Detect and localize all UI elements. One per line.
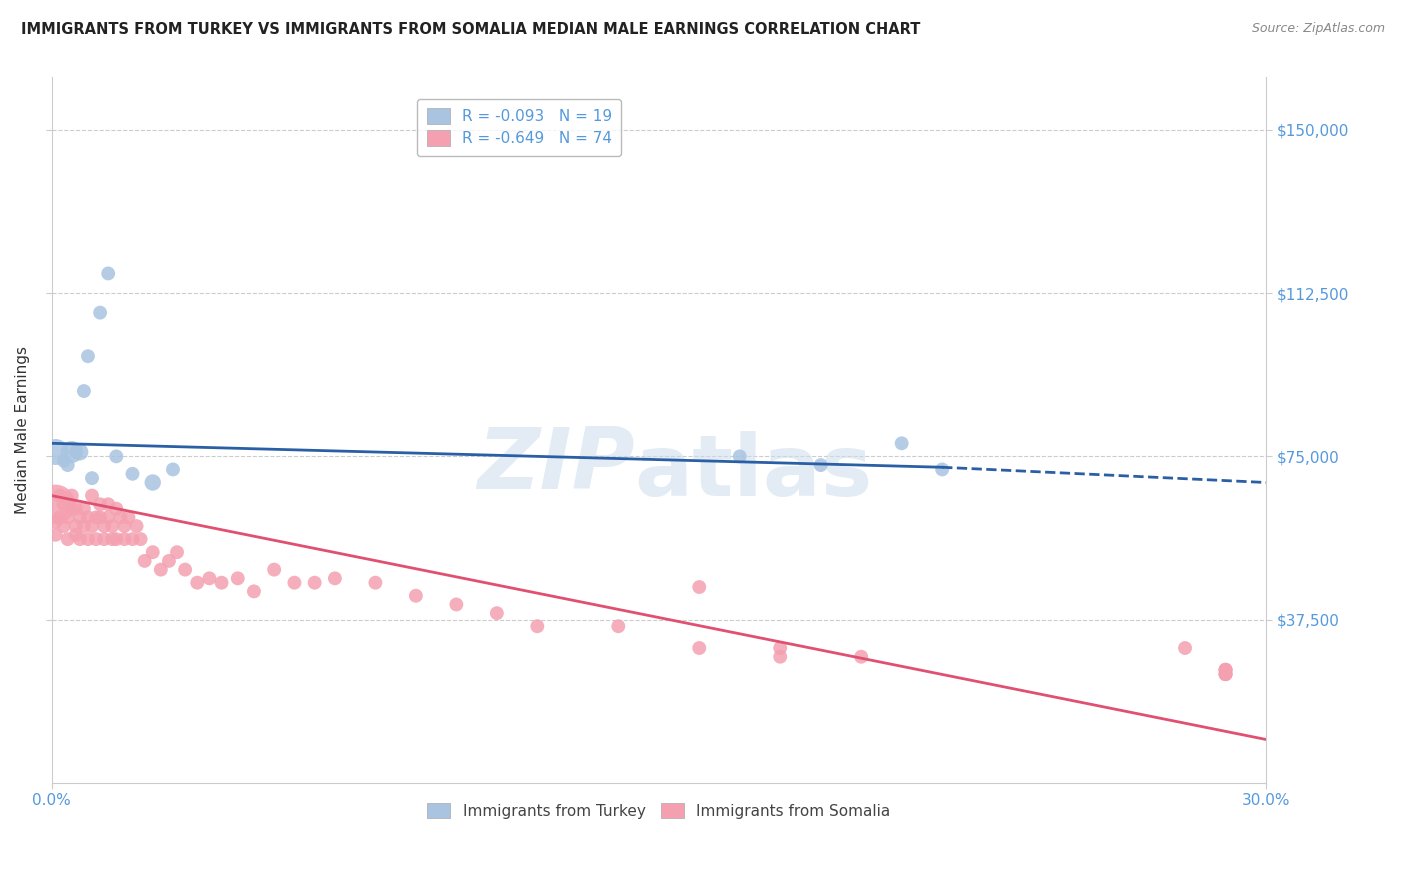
Point bbox=[97, 267, 120, 281]
Point bbox=[890, 436, 912, 450]
Point bbox=[851, 649, 873, 664]
Point bbox=[105, 532, 128, 546]
Point bbox=[607, 619, 630, 633]
Point bbox=[149, 563, 172, 577]
Point bbox=[105, 450, 128, 464]
Point bbox=[80, 489, 103, 503]
Point bbox=[89, 305, 111, 319]
Point bbox=[485, 606, 508, 620]
Point bbox=[56, 510, 79, 524]
Point bbox=[77, 532, 100, 546]
Text: Source: ZipAtlas.com: Source: ZipAtlas.com bbox=[1251, 22, 1385, 36]
Point bbox=[84, 532, 107, 546]
Point bbox=[105, 501, 128, 516]
Legend: Immigrants from Turkey, Immigrants from Somalia: Immigrants from Turkey, Immigrants from … bbox=[422, 797, 896, 825]
Point bbox=[121, 532, 143, 546]
Point bbox=[77, 349, 100, 363]
Point bbox=[45, 515, 67, 529]
Point bbox=[211, 575, 233, 590]
Point bbox=[117, 510, 139, 524]
Point bbox=[65, 445, 87, 459]
Point bbox=[80, 519, 103, 533]
Point bbox=[323, 571, 346, 585]
Point bbox=[93, 519, 115, 533]
Point bbox=[142, 475, 165, 490]
Point bbox=[769, 649, 792, 664]
Point bbox=[162, 462, 184, 476]
Point bbox=[48, 489, 70, 503]
Point bbox=[77, 510, 100, 524]
Point bbox=[1215, 667, 1237, 681]
Point bbox=[198, 571, 221, 585]
Point bbox=[52, 519, 75, 533]
Point bbox=[84, 510, 107, 524]
Point bbox=[931, 462, 953, 476]
Point bbox=[186, 575, 208, 590]
Point bbox=[157, 554, 180, 568]
Point bbox=[89, 510, 111, 524]
Point bbox=[112, 519, 135, 533]
Point bbox=[69, 532, 91, 546]
Point bbox=[129, 532, 152, 546]
Text: IMMIGRANTS FROM TURKEY VS IMMIGRANTS FROM SOMALIA MEDIAN MALE EARNINGS CORRELATI: IMMIGRANTS FROM TURKEY VS IMMIGRANTS FRO… bbox=[21, 22, 921, 37]
Point bbox=[89, 497, 111, 511]
Point bbox=[56, 458, 79, 472]
Point bbox=[60, 445, 83, 459]
Point bbox=[65, 528, 87, 542]
Point bbox=[125, 519, 148, 533]
Point bbox=[97, 510, 120, 524]
Point bbox=[364, 575, 387, 590]
Y-axis label: Median Male Earnings: Median Male Earnings bbox=[15, 346, 30, 515]
Point bbox=[52, 454, 75, 468]
Point bbox=[69, 510, 91, 524]
Text: atlas: atlas bbox=[634, 431, 873, 514]
Point bbox=[283, 575, 305, 590]
Point bbox=[80, 471, 103, 485]
Point bbox=[45, 528, 67, 542]
Point bbox=[1215, 667, 1237, 681]
Point bbox=[112, 532, 135, 546]
Point bbox=[45, 445, 67, 459]
Point bbox=[134, 554, 156, 568]
Point bbox=[446, 598, 468, 612]
Point bbox=[73, 501, 96, 516]
Point bbox=[174, 563, 197, 577]
Point bbox=[65, 519, 87, 533]
Point bbox=[110, 510, 132, 524]
Point bbox=[142, 545, 165, 559]
Point bbox=[101, 532, 124, 546]
Point bbox=[65, 501, 87, 516]
Point bbox=[304, 575, 326, 590]
Point bbox=[810, 458, 832, 472]
Point bbox=[60, 501, 83, 516]
Point bbox=[728, 450, 751, 464]
Point bbox=[166, 545, 188, 559]
Point bbox=[48, 510, 70, 524]
Point bbox=[405, 589, 427, 603]
Point bbox=[101, 519, 124, 533]
Point bbox=[1215, 663, 1237, 677]
Point bbox=[263, 563, 285, 577]
Point bbox=[69, 445, 91, 459]
Point bbox=[1215, 667, 1237, 681]
Point bbox=[121, 467, 143, 481]
Point bbox=[688, 640, 710, 655]
Point bbox=[243, 584, 266, 599]
Point bbox=[45, 497, 67, 511]
Point bbox=[93, 532, 115, 546]
Text: ZIP: ZIP bbox=[477, 424, 634, 507]
Point bbox=[1174, 640, 1197, 655]
Point bbox=[73, 384, 96, 398]
Point bbox=[769, 640, 792, 655]
Point bbox=[526, 619, 548, 633]
Point bbox=[1215, 663, 1237, 677]
Point bbox=[52, 497, 75, 511]
Point bbox=[73, 519, 96, 533]
Point bbox=[1215, 663, 1237, 677]
Point bbox=[60, 489, 83, 503]
Point bbox=[97, 497, 120, 511]
Point bbox=[226, 571, 249, 585]
Point bbox=[56, 532, 79, 546]
Point bbox=[688, 580, 710, 594]
